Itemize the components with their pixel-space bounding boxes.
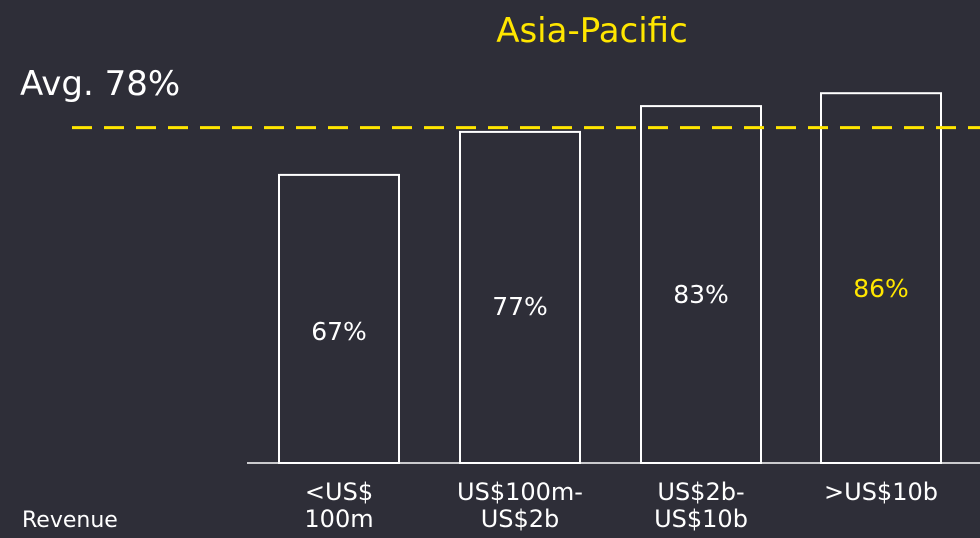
category-labels-group: <US$100m US$100m-US$2b US$2b-US$10b >US$10b bbox=[304, 478, 938, 533]
x-axis-title: Revenue bbox=[22, 508, 118, 533]
bar-value-label-4: 86% bbox=[853, 274, 909, 303]
category-label-2-line-2: US$2b bbox=[481, 505, 560, 533]
chart-title: Asia-Pacific bbox=[496, 11, 688, 51]
bar-value-label-2: 77% bbox=[492, 292, 548, 321]
category-label-4-line-1: >US$10b bbox=[824, 478, 938, 506]
average-label: Avg. 78% bbox=[20, 64, 180, 104]
category-label-3-line-2: US$10b bbox=[654, 505, 748, 533]
category-label-3-line-1: US$2b- bbox=[657, 478, 744, 506]
category-label-1-line-1: <US$ bbox=[305, 478, 373, 506]
bar-value-label-3: 83% bbox=[673, 280, 729, 309]
bar-value-label-1: 67% bbox=[311, 317, 367, 346]
category-label-1-line-2: 100m bbox=[304, 505, 373, 533]
category-label-2-line-1: US$100m- bbox=[457, 478, 583, 506]
